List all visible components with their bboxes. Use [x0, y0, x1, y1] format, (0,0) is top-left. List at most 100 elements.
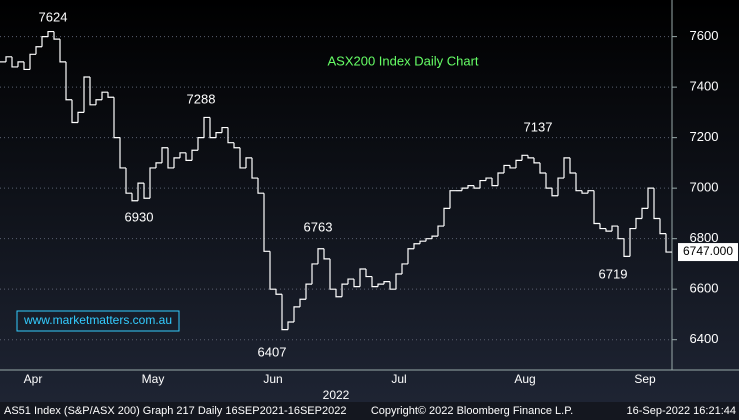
price-step	[557, 177, 564, 196]
price-step	[155, 162, 162, 168]
price-step	[125, 167, 132, 194]
annotation: 6407	[258, 344, 287, 359]
price-step	[419, 240, 426, 244]
price-step	[113, 97, 120, 139]
price-step	[359, 268, 366, 287]
price-step	[167, 147, 174, 169]
price-step	[53, 31, 60, 40]
annotation: 7288	[187, 91, 216, 106]
footer-bar	[0, 402, 739, 420]
price-step	[527, 155, 534, 159]
price-step	[383, 281, 390, 285]
price-step	[377, 283, 384, 287]
price-step	[431, 235, 438, 239]
price-step	[23, 61, 30, 71]
price-step	[551, 188, 558, 197]
price-step	[71, 99, 78, 124]
price-step	[497, 172, 504, 186]
price-step	[443, 207, 450, 227]
annotation: 6763	[304, 219, 333, 234]
footer-left: AS51 Index (S&P/ASX 200) Graph 217 Daily…	[4, 405, 346, 417]
annotation: 6930	[125, 209, 154, 224]
price-step	[413, 243, 420, 249]
price-step	[287, 321, 294, 330]
price-step	[95, 99, 102, 105]
price-step	[83, 76, 90, 113]
price-step	[479, 179, 486, 189]
price-step	[503, 164, 510, 174]
price-step	[539, 162, 546, 174]
price-step	[389, 281, 396, 290]
price-step	[575, 173, 582, 192]
price-step	[353, 279, 360, 288]
price-step	[533, 157, 540, 164]
price-step	[449, 190, 456, 209]
price-step	[257, 178, 264, 194]
chart-title: ASX200 Index Daily Chart	[327, 53, 478, 68]
price-step	[617, 226, 624, 240]
price-step	[545, 173, 552, 189]
price-step	[197, 137, 204, 151]
price-step	[329, 258, 336, 290]
price-step	[335, 289, 342, 298]
price-step	[605, 228, 612, 232]
watermark-box	[16, 310, 180, 332]
price-step	[221, 126, 228, 133]
price-step	[77, 111, 84, 123]
price-step	[647, 187, 654, 209]
price-step	[515, 159, 522, 168]
price-step	[29, 53, 36, 70]
price-step	[635, 217, 642, 229]
x-tick-label: Aug	[514, 372, 535, 386]
annotation: 7137	[524, 119, 553, 134]
price-step	[611, 225, 618, 232]
price-step	[269, 251, 276, 290]
price-step	[629, 227, 636, 257]
price-step	[161, 147, 168, 163]
price-step	[407, 248, 414, 264]
price-step	[233, 142, 240, 149]
price-step	[293, 306, 300, 323]
price-step	[263, 193, 270, 252]
x-axis-year: 2022	[323, 388, 350, 402]
price-step	[281, 294, 288, 331]
price-step	[203, 116, 210, 138]
price-step	[623, 238, 630, 257]
background	[0, 0, 739, 402]
price-step	[5, 56, 12, 62]
y-tick-label: 6600	[690, 281, 719, 296]
price-step	[185, 152, 192, 161]
y-tick-label: 6400	[690, 331, 719, 346]
price-step	[659, 218, 666, 235]
price-step	[653, 188, 660, 220]
last-value-label: 6747.000	[683, 244, 733, 258]
last-value-box	[678, 243, 738, 262]
price-step	[227, 127, 234, 144]
price-step	[119, 137, 126, 169]
price-step	[401, 263, 408, 275]
price-step	[59, 39, 66, 63]
price-step	[569, 157, 576, 174]
price-step	[341, 283, 348, 297]
price-step	[209, 117, 216, 139]
price-step	[311, 263, 318, 285]
price-step	[665, 233, 672, 253]
price-step	[563, 157, 570, 179]
price-step	[47, 30, 54, 37]
x-tick-label: Jun	[263, 372, 282, 386]
x-tick-label: Jul	[391, 372, 406, 386]
price-step	[371, 276, 378, 288]
price-step	[641, 207, 648, 219]
annotation: 6719	[599, 266, 628, 281]
price-step	[467, 185, 474, 189]
price-step	[485, 177, 492, 181]
price-step	[599, 223, 606, 230]
price-step	[65, 61, 72, 101]
price-step	[179, 152, 186, 158]
price-step	[461, 187, 468, 191]
y-tick-label: 6800	[690, 230, 719, 245]
annotation: 7624	[39, 9, 68, 24]
price-step	[581, 190, 588, 194]
